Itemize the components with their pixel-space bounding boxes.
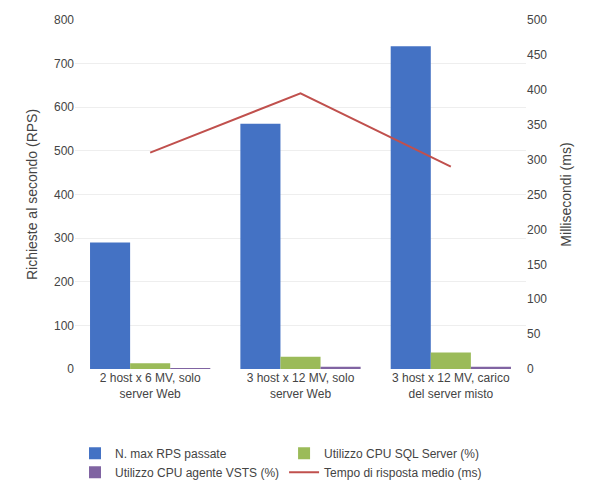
svg-text:0: 0 xyxy=(527,362,534,376)
svg-text:200: 200 xyxy=(54,275,74,289)
svg-text:3 host x 12 MV, caricodel serv: 3 host x 12 MV, caricodel server misto xyxy=(392,371,510,401)
svg-text:50: 50 xyxy=(527,327,541,341)
svg-text:450: 450 xyxy=(527,48,547,62)
svg-text:Tempo di risposta medio (ms): Tempo di risposta medio (ms) xyxy=(324,466,481,480)
svg-text:500: 500 xyxy=(527,13,547,27)
svg-text:Millisecondi (ms): Millisecondi (ms) xyxy=(558,142,574,246)
svg-text:300: 300 xyxy=(54,231,74,245)
svg-text:400: 400 xyxy=(54,188,74,202)
svg-text:350: 350 xyxy=(527,118,547,132)
svg-text:500: 500 xyxy=(54,144,74,158)
svg-text:200: 200 xyxy=(527,223,547,237)
svg-text:Utilizzo CPU agente VSTS (%): Utilizzo CPU agente VSTS (%) xyxy=(115,466,279,480)
svg-text:600: 600 xyxy=(54,100,74,114)
svg-text:400: 400 xyxy=(527,83,547,97)
svg-text:2 host x 6 MV, soloserver Web: 2 host x 6 MV, soloserver Web xyxy=(100,371,201,401)
svg-text:700: 700 xyxy=(54,57,74,71)
svg-text:Utilizzo CPU SQL Server (%): Utilizzo CPU SQL Server (%) xyxy=(324,447,479,461)
svg-text:0: 0 xyxy=(67,362,74,376)
svg-text:Richieste al secondo (RPS): Richieste al secondo (RPS) xyxy=(24,109,40,280)
svg-text:150: 150 xyxy=(527,258,547,272)
svg-text:300: 300 xyxy=(527,153,547,167)
svg-text:250: 250 xyxy=(527,188,547,202)
svg-text:100: 100 xyxy=(54,319,74,333)
svg-text:100: 100 xyxy=(527,292,547,306)
svg-text:800: 800 xyxy=(54,13,74,27)
svg-text:3 host x 12 MV, soloserver Web: 3 host x 12 MV, soloserver Web xyxy=(247,371,355,401)
svg-text:N. max RPS passate: N. max RPS passate xyxy=(115,447,227,461)
